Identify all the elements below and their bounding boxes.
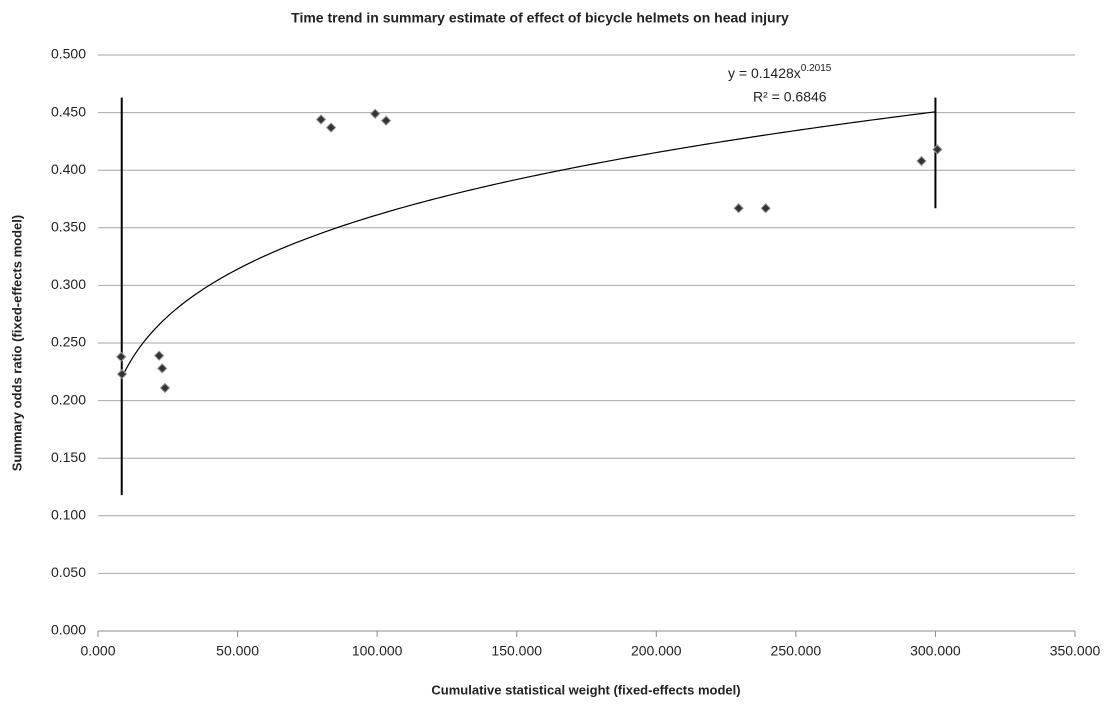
equation: y = 0.1428x — [728, 65, 801, 81]
x-tick-label: 300.000 — [910, 643, 961, 659]
y-tick-label: 0.000 — [51, 622, 86, 638]
chart-title: Time trend in summary estimate of effect… — [291, 10, 789, 26]
y-tick-label: 0.050 — [51, 564, 86, 580]
x-tick-label: 0.000 — [80, 643, 115, 659]
r-squared: R² = 0.6846 — [753, 89, 827, 105]
x-tick-label: 100.000 — [352, 643, 403, 659]
y-tick-label: 0.250 — [51, 334, 86, 350]
x-tick-label: 250.000 — [771, 643, 822, 659]
y-axis-label: Summary odds ratio (fixed-effects model) — [9, 215, 24, 471]
data-point — [325, 122, 337, 133]
data-point — [315, 114, 327, 125]
y-tick-label: 0.150 — [51, 449, 86, 465]
data-point — [159, 382, 171, 394]
exponent: 0.2015 — [801, 63, 832, 74]
trendline — [121, 111, 936, 379]
data-point — [153, 350, 165, 361]
data-point — [733, 203, 744, 214]
x-tick-label: 350.000 — [1050, 643, 1101, 659]
data-point — [760, 203, 771, 214]
x-tick-label: 200.000 — [631, 643, 682, 659]
y-tick-label: 0.100 — [51, 507, 86, 523]
data-point — [932, 144, 943, 155]
y-tick-label: 0.200 — [51, 391, 86, 407]
x-axis-label: Cumulative statistical weight (fixed-eff… — [431, 682, 740, 697]
y-tick-label: 0.450 — [51, 103, 86, 119]
data-point — [380, 115, 392, 126]
x-tick-label: 50.000 — [216, 643, 259, 659]
data-point — [156, 363, 168, 374]
y-tick-label: 0.400 — [51, 161, 86, 177]
data-point — [116, 368, 128, 380]
data-point — [115, 351, 127, 363]
y-tick-label: 0.300 — [51, 276, 86, 292]
y-tick-label: 0.500 — [51, 46, 86, 62]
y-tick-label: 0.350 — [51, 219, 86, 235]
data-point — [369, 108, 381, 119]
trend-equation: y = 0.1428x0.2015 — [728, 63, 832, 81]
data-point — [916, 155, 927, 167]
x-tick-label: 150.000 — [491, 643, 542, 659]
